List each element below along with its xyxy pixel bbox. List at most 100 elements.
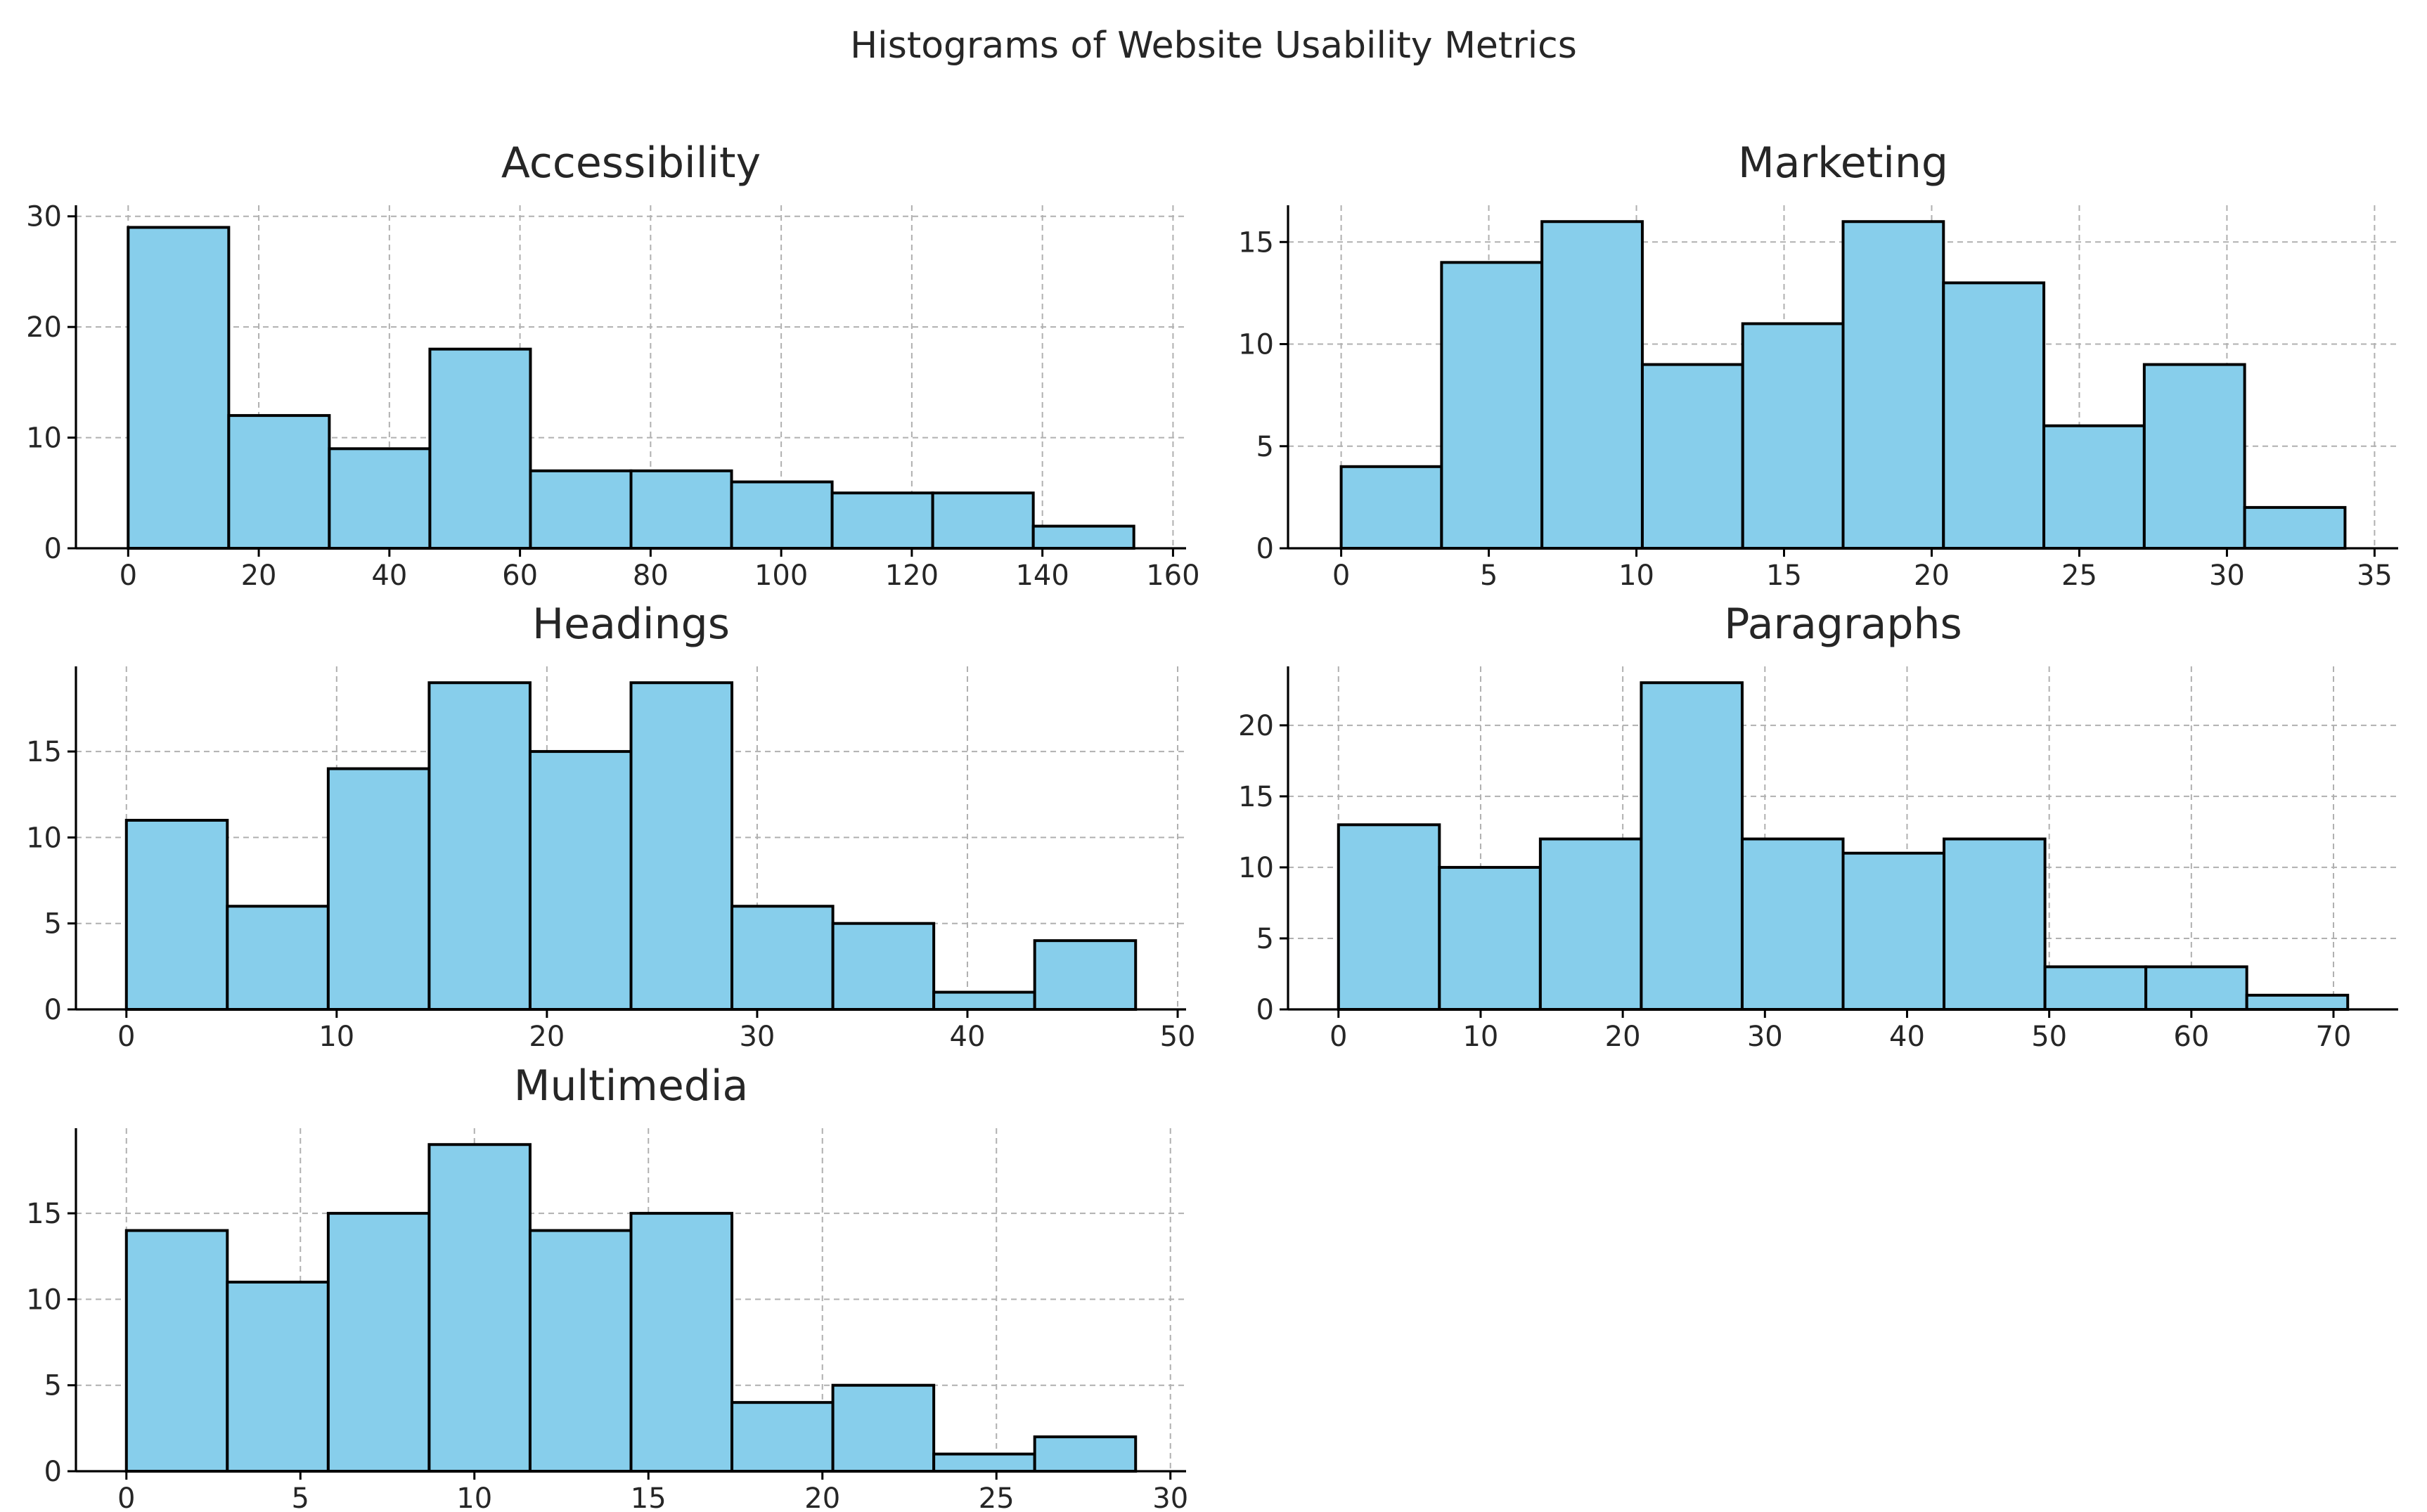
x-tick-label: 0 bbox=[117, 1482, 135, 1512]
x-tick-label: 10 bbox=[1462, 1021, 1498, 1053]
histogram-bar bbox=[1640, 681, 1744, 1011]
x-tick-label: 70 bbox=[2316, 1021, 2352, 1053]
x-tick-label: 20 bbox=[241, 560, 277, 592]
y-tick-label: 0 bbox=[1256, 994, 1274, 1026]
x-tick-label: 30 bbox=[739, 1021, 775, 1053]
subplot-marketing: Marketing 0 5 10 15 20 25 30 35 0 5 10 15 bbox=[1238, 138, 2398, 592]
x-tick-label: 40 bbox=[950, 1021, 986, 1053]
x-tick-label: 30 bbox=[1152, 1482, 1188, 1512]
x-tick-label: 30 bbox=[1747, 1021, 1783, 1053]
y-tick-label: 5 bbox=[44, 1370, 62, 1402]
x-tick-label: 0 bbox=[1332, 560, 1350, 592]
y-tick-label: 10 bbox=[1238, 852, 1274, 884]
x-tick-label: 35 bbox=[2357, 560, 2393, 592]
histogram-bar bbox=[730, 905, 835, 1011]
histogram-bar bbox=[831, 922, 936, 1011]
histogram-bar bbox=[629, 469, 733, 550]
x-tick-label: 20 bbox=[804, 1482, 840, 1512]
histogram-bar bbox=[427, 681, 532, 1011]
y-tick-label: 15 bbox=[1238, 781, 1274, 813]
histogram-bar bbox=[529, 469, 633, 550]
x-tick-label: 120 bbox=[885, 560, 939, 592]
histogram-bar bbox=[124, 1229, 229, 1473]
histogram-bar bbox=[629, 681, 734, 1011]
y-tick-label: 10 bbox=[26, 822, 62, 854]
x-tick-label: 10 bbox=[1618, 560, 1654, 592]
y-tick-label: 15 bbox=[1238, 226, 1274, 259]
histogram-bar bbox=[328, 447, 432, 550]
x-tick-label: 60 bbox=[502, 560, 538, 592]
subplot-accessibility: Accessibility 0 20 40 60 80 100 120 140 160 0 10 20 3… bbox=[26, 138, 1200, 592]
x-tick-label: 30 bbox=[2209, 560, 2245, 592]
histogram-bar bbox=[1841, 220, 1945, 550]
y-tick-label: 5 bbox=[44, 908, 62, 941]
histogram-bar bbox=[1640, 363, 1744, 550]
x-tick-label: 0 bbox=[1330, 1021, 1347, 1053]
x-tick-label: 60 bbox=[2173, 1021, 2209, 1053]
histogram-bar bbox=[427, 1143, 532, 1473]
x-tick-label: 15 bbox=[631, 1482, 667, 1512]
y-tick-label: 0 bbox=[44, 1456, 62, 1488]
x-tick-label: 5 bbox=[292, 1482, 309, 1512]
histogram-bar bbox=[2042, 424, 2146, 550]
subplot-title: Headings bbox=[532, 600, 730, 649]
histogram-bar bbox=[831, 1383, 936, 1473]
histogram-bar bbox=[2243, 505, 2347, 550]
x-tick-label: 20 bbox=[529, 1021, 565, 1053]
histogram-bar bbox=[428, 347, 532, 550]
y-tick-label: 10 bbox=[26, 1284, 62, 1316]
x-tick-label: 10 bbox=[456, 1482, 492, 1512]
histogram-bar bbox=[124, 818, 229, 1012]
histogram-bar bbox=[1740, 837, 1845, 1011]
histogram-bar bbox=[1841, 851, 1946, 1011]
y-tick-label: 10 bbox=[1238, 329, 1274, 361]
histogram-bar bbox=[830, 491, 934, 550]
x-tick-label: 15 bbox=[1766, 560, 1802, 592]
x-tick-label: 50 bbox=[1160, 1021, 1196, 1053]
x-tick-label: 40 bbox=[371, 560, 407, 592]
histogram-bar bbox=[1033, 1435, 1138, 1473]
x-tick-label: 20 bbox=[1605, 1021, 1641, 1053]
x-tick-label: 40 bbox=[1889, 1021, 1925, 1053]
y-tick-label: 5 bbox=[1256, 923, 1274, 955]
histogram-bar bbox=[2144, 965, 2248, 1012]
histogram-bar bbox=[127, 226, 231, 550]
x-tick-label: 100 bbox=[754, 560, 808, 592]
subplot-title: Marketing bbox=[1738, 138, 1948, 188]
y-tick-label: 15 bbox=[26, 1198, 62, 1230]
histogram-bar bbox=[1942, 281, 2046, 550]
subplot-title: Paragraphs bbox=[1724, 600, 1962, 649]
y-tick-label: 20 bbox=[26, 311, 62, 344]
histogram-bar bbox=[932, 1452, 1036, 1473]
histogram-bar bbox=[1438, 865, 1542, 1011]
x-tick-label: 140 bbox=[1015, 560, 1069, 592]
subplot-title: Accessibility bbox=[501, 138, 761, 188]
histogram-bar bbox=[2142, 363, 2246, 550]
histogram-bar bbox=[1339, 465, 1443, 550]
histogram-bar bbox=[528, 750, 633, 1012]
histogram-bar bbox=[1943, 837, 2047, 1011]
y-tick-label: 30 bbox=[26, 201, 62, 233]
subplot-title: Multimedia bbox=[514, 1061, 749, 1111]
subplot-paragraphs: Paragraphs 0 10 20 30 40 50 60 70 0 5 10 15 20 bbox=[1238, 600, 2398, 1053]
figure-title: Histograms of Website Usability Metrics bbox=[850, 25, 1577, 67]
x-tick-label: 0 bbox=[120, 560, 137, 592]
histogram-bar bbox=[1031, 524, 1135, 550]
x-tick-label: 5 bbox=[1480, 560, 1498, 592]
subplot-headings: Headings 0 10 20 30 40 50 0 5 10 15 bbox=[26, 600, 1195, 1053]
y-tick-label: 15 bbox=[26, 736, 62, 768]
histogram-bar bbox=[1033, 939, 1138, 1012]
histogram-bar bbox=[227, 414, 331, 550]
histogram-bar bbox=[2043, 965, 2148, 1012]
histogram-bar bbox=[931, 491, 1035, 550]
x-tick-label: 0 bbox=[117, 1021, 135, 1053]
y-tick-label: 5 bbox=[1256, 431, 1274, 463]
histogram-bar bbox=[1337, 823, 1441, 1011]
histogram-bar bbox=[1540, 220, 1644, 550]
x-tick-label: 10 bbox=[318, 1021, 354, 1053]
y-tick-label: 0 bbox=[44, 994, 62, 1026]
x-tick-label: 80 bbox=[633, 560, 669, 592]
histogram-bar bbox=[730, 1401, 835, 1473]
